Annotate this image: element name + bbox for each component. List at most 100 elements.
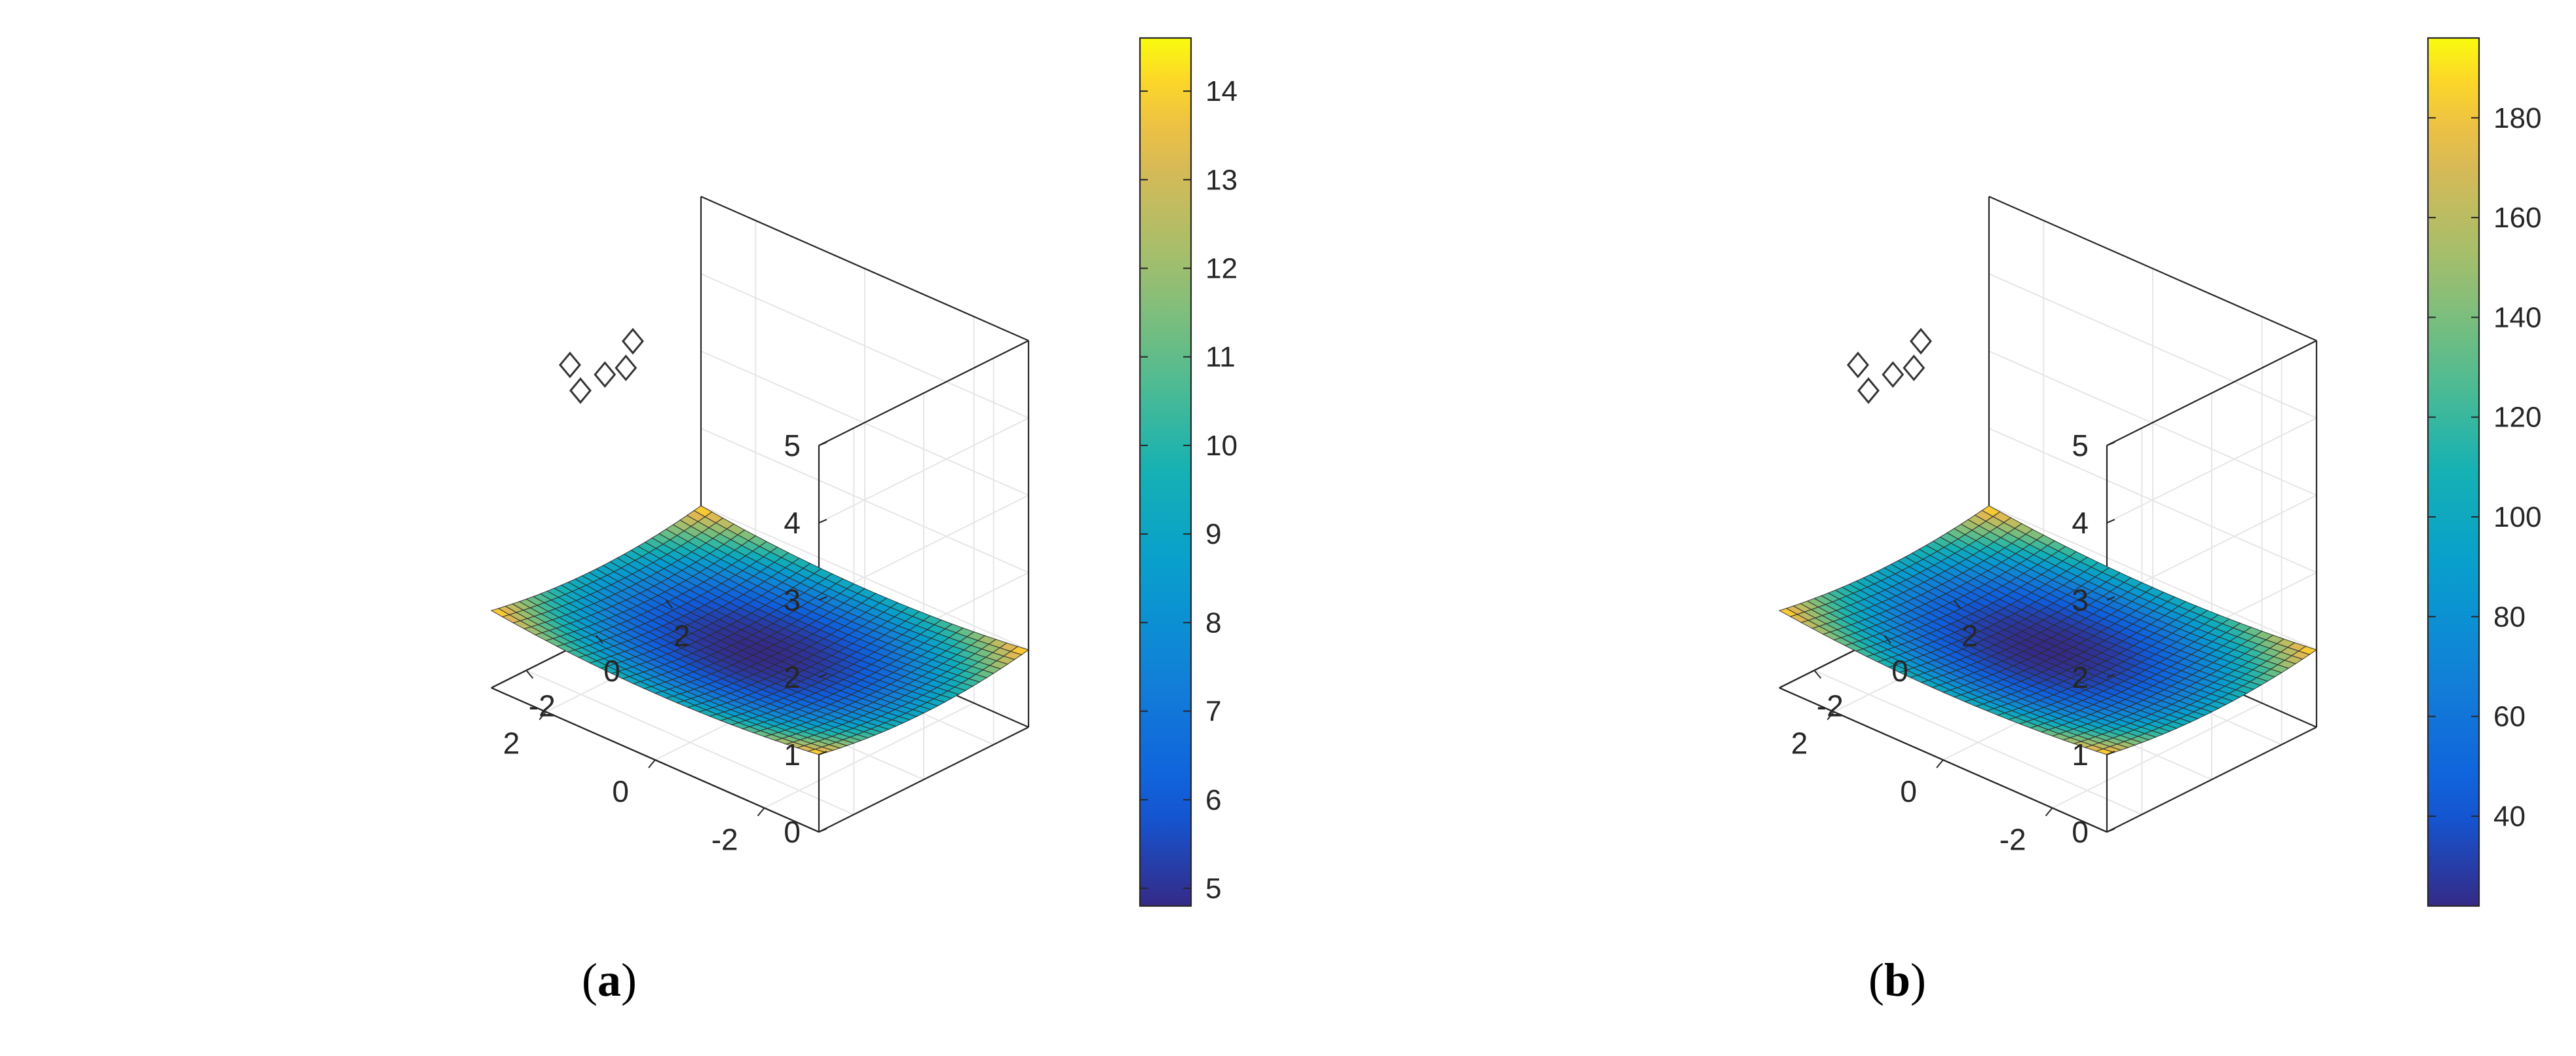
axis-edge bbox=[1988, 195, 2317, 342]
z-tick-mark bbox=[2106, 596, 2115, 601]
colorbar: 5 6 7 8 9 10 11 12 13 14 bbox=[1139, 37, 1238, 907]
x-tick-label: 2 bbox=[1791, 726, 1808, 761]
z-tick-label: 1 bbox=[784, 738, 801, 772]
x-tick-mark bbox=[757, 807, 765, 816]
y-tick-label: -2 bbox=[1817, 688, 1844, 723]
colorbar-tick-label: 140 bbox=[2493, 301, 2541, 333]
z-tick-label: 5 bbox=[2072, 428, 2089, 462]
axis-edge bbox=[2106, 340, 2317, 447]
y-tick-mark bbox=[596, 635, 603, 644]
x-tick-mark bbox=[1936, 759, 1944, 768]
z-tick-label: 3 bbox=[2072, 583, 2089, 617]
marker-group bbox=[559, 328, 644, 404]
panel-a: 0 1 2 3 4 5 -2 0 2 -2 0 2 5 6 7 8 9 10 11 12 13 14 (a) bbox=[490, 37, 1238, 1006]
x-tick-mark bbox=[539, 711, 547, 721]
panel-b: 0 1 2 3 4 5 -2 0 2 -2 0 2 40 60 80 100 120 140 160 180 (b) bbox=[1288, 0, 2576, 1056]
panel-label-b: (b) bbox=[1868, 954, 1926, 1006]
y-tick-mark bbox=[665, 600, 673, 609]
diamond-marker bbox=[1882, 361, 1904, 388]
x-tick-mark bbox=[648, 759, 656, 768]
surface-patch bbox=[1778, 608, 1798, 617]
z-tick-mark bbox=[2106, 519, 2115, 523]
colorbar-tick-label: 6 bbox=[1205, 784, 1221, 816]
z-tick-label: 3 bbox=[784, 583, 801, 617]
z-tick-mark bbox=[2106, 673, 2115, 678]
diamond-marker bbox=[559, 351, 581, 379]
z-tick-mark bbox=[818, 751, 827, 755]
colorbar-tick-label: 120 bbox=[2493, 402, 2541, 434]
colorbar-gradient bbox=[1139, 37, 1192, 907]
colorbar-tick-label: 180 bbox=[2493, 102, 2541, 134]
diamond-marker bbox=[1847, 351, 1869, 379]
diamond-marker bbox=[1903, 354, 1925, 381]
colorbar-tick-label: 9 bbox=[1205, 518, 1221, 550]
diamond-marker bbox=[569, 377, 592, 404]
y-tick-label: 2 bbox=[673, 619, 691, 653]
y-tick-mark bbox=[1884, 635, 1891, 644]
z-tick-mark bbox=[818, 442, 827, 446]
z-tick-mark bbox=[2106, 751, 2115, 755]
diamond-marker bbox=[615, 354, 637, 381]
y-tick-mark bbox=[525, 669, 534, 679]
colorbar-tick-label: 10 bbox=[1205, 430, 1238, 462]
colorbar-tick-label: 8 bbox=[1205, 607, 1221, 639]
z-tick-label: 5 bbox=[784, 428, 801, 462]
z-tick-mark bbox=[818, 596, 827, 601]
y-tick-label: -2 bbox=[529, 688, 556, 723]
panel-label-b-letter: b bbox=[1884, 954, 1911, 1006]
colorbar-tick-label: 7 bbox=[1205, 696, 1221, 728]
surface-patch bbox=[490, 608, 510, 618]
diamond-marker bbox=[594, 361, 616, 388]
x-tick-label: -2 bbox=[711, 822, 738, 856]
z-tick-label: 4 bbox=[784, 506, 801, 540]
y-tick-mark bbox=[1953, 600, 1961, 609]
axis-edge bbox=[2106, 726, 2317, 833]
colorbar-tick-label: 5 bbox=[1205, 873, 1221, 905]
axis-edge bbox=[700, 195, 1029, 342]
diamond-marker bbox=[1910, 328, 1932, 355]
x-tick-mark bbox=[1827, 711, 1835, 721]
z-tick-label: 0 bbox=[2072, 815, 2089, 849]
z-tick-label: 2 bbox=[2072, 660, 2089, 694]
y-tick-label: 0 bbox=[603, 654, 620, 688]
tick-labels: 0 1 2 3 4 5 -2 0 2 -2 0 2 bbox=[1791, 428, 2115, 856]
axes-box bbox=[491, 195, 1031, 833]
x-tick-label: 0 bbox=[1900, 774, 1917, 808]
colorbar-tick-label: 12 bbox=[1205, 253, 1238, 285]
surface-mesh bbox=[490, 505, 1030, 755]
z-tick-label: 2 bbox=[784, 660, 801, 694]
y-tick-label: 0 bbox=[1891, 654, 1908, 688]
marker-group bbox=[1847, 328, 1932, 404]
colorbar-tick-label: 60 bbox=[2493, 701, 2526, 733]
axes-box bbox=[1779, 195, 2319, 833]
z-tick-mark bbox=[818, 828, 827, 833]
x-tick-label: 2 bbox=[503, 726, 520, 761]
x-tick-label: 0 bbox=[612, 774, 629, 808]
panel-label-a-letter: a bbox=[597, 954, 621, 1006]
surface-plot-b: 0 1 2 3 4 5 -2 0 2 -2 0 2 40 60 80 100 120 140 160 180 bbox=[1778, 37, 2541, 907]
y-tick-mark bbox=[1813, 669, 1822, 679]
colorbar-tick-label: 14 bbox=[1205, 75, 1238, 107]
y-tick-label: 2 bbox=[1961, 619, 1979, 653]
panel-label-a: (a) bbox=[582, 954, 637, 1006]
colorbar-tick-label: 11 bbox=[1205, 341, 1236, 373]
colorbar-tick-label: 100 bbox=[2493, 501, 2541, 533]
z-tick-label: 1 bbox=[2072, 738, 2089, 772]
x-tick-label: -2 bbox=[1999, 822, 2026, 856]
colorbar-tick-label: 13 bbox=[1205, 164, 1238, 196]
z-tick-mark bbox=[2106, 442, 2115, 446]
z-tick-label: 4 bbox=[2072, 506, 2089, 540]
x-tick-mark bbox=[2045, 807, 2053, 816]
colorbar: 40 60 80 100 120 140 160 180 bbox=[2427, 37, 2541, 907]
tick-labels: 0 1 2 3 4 5 -2 0 2 -2 0 2 bbox=[503, 428, 827, 856]
z-tick-mark bbox=[2106, 828, 2115, 833]
z-tick-mark bbox=[818, 673, 827, 678]
axis-edge bbox=[818, 340, 1029, 447]
diamond-marker bbox=[1857, 377, 1880, 404]
axis-edge bbox=[818, 726, 1029, 833]
colorbar-tick-label: 80 bbox=[2493, 601, 2526, 633]
colorbar-gradient bbox=[2427, 37, 2480, 907]
diamond-marker bbox=[622, 328, 644, 355]
